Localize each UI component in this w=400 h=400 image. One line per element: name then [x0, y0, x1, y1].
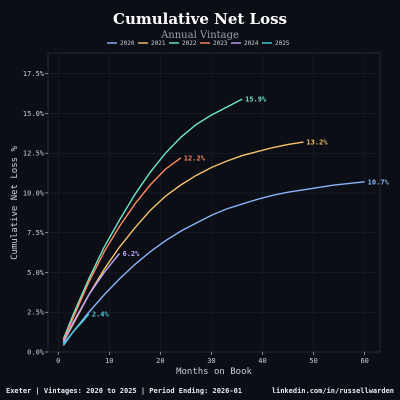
- y-tick-label: 0.0%: [27, 349, 45, 357]
- legend-item-label: 2025: [275, 40, 290, 47]
- series-line-2022: [62, 98, 243, 340]
- x-axis-ticks: 0 10 20 30 40 50 60: [56, 352, 369, 365]
- y-axis-label: Cumulative Net Loss %: [10, 146, 20, 260]
- series-group: [62, 98, 365, 347]
- x-tick-label: 20: [156, 357, 164, 365]
- y-tick-label: 5.0%: [27, 269, 45, 277]
- legend-item-label: 2021: [151, 40, 166, 47]
- x-tick-label: 40: [258, 357, 266, 365]
- legend-item-label: 2022: [182, 40, 197, 47]
- end-labels: 10.7% 13.2% 15.9% 12.2% 6.2% 2.4%: [92, 96, 390, 319]
- legend-item-label: 2023: [213, 40, 228, 47]
- series-line-2023: [62, 157, 182, 342]
- x-tick-label: 10: [105, 357, 113, 365]
- end-label-2021: 13.2%: [306, 139, 328, 147]
- legend: 2020 2021 2022 2023 2024 2025: [107, 40, 290, 47]
- end-label-2020: 10.7%: [368, 178, 390, 186]
- x-tick-label: 50: [309, 357, 317, 365]
- y-tick-label: 10.0%: [23, 189, 45, 197]
- end-label-2024: 6.2%: [123, 250, 141, 258]
- grid: [48, 53, 380, 353]
- series-line-2020: [62, 181, 365, 347]
- y-tick-label: 17.5%: [23, 70, 45, 78]
- x-tick-label: 0: [56, 357, 60, 365]
- legend-item-label: 2020: [120, 40, 135, 47]
- end-label-2025: 2.4%: [92, 310, 110, 318]
- legend-title: Annual Vintage: [160, 30, 239, 41]
- x-axis-label: Months on Book: [176, 367, 252, 377]
- end-label-2022: 15.9%: [245, 96, 267, 104]
- y-tick-label: 2.5%: [27, 309, 45, 317]
- y-tick-label: 12.5%: [23, 150, 45, 158]
- y-tick-label: 15.0%: [23, 110, 45, 118]
- series-line-2024: [62, 252, 121, 343]
- legend-item-label: 2024: [244, 40, 259, 47]
- end-label-2023: 12.2%: [184, 154, 206, 162]
- y-axis-ticks: 0.0% 2.5% 5.0% 7.5% 10.0% 12.5% 15.0% 17.5%: [23, 70, 48, 357]
- x-tick-label: 30: [207, 357, 215, 365]
- x-tick-label: 60: [360, 357, 368, 365]
- y-tick-label: 7.5%: [27, 229, 45, 237]
- plot-frame: [47, 52, 381, 353]
- chart-title: Cumulative Net Loss: [113, 10, 287, 28]
- footer-left: Exeter | Vintages: 2020 to 2025 | Period…: [6, 387, 242, 396]
- series-line-2025: [62, 313, 90, 345]
- series-line-2021: [62, 141, 304, 343]
- footer-right: linkedin.com/in/russellwarden: [272, 387, 394, 395]
